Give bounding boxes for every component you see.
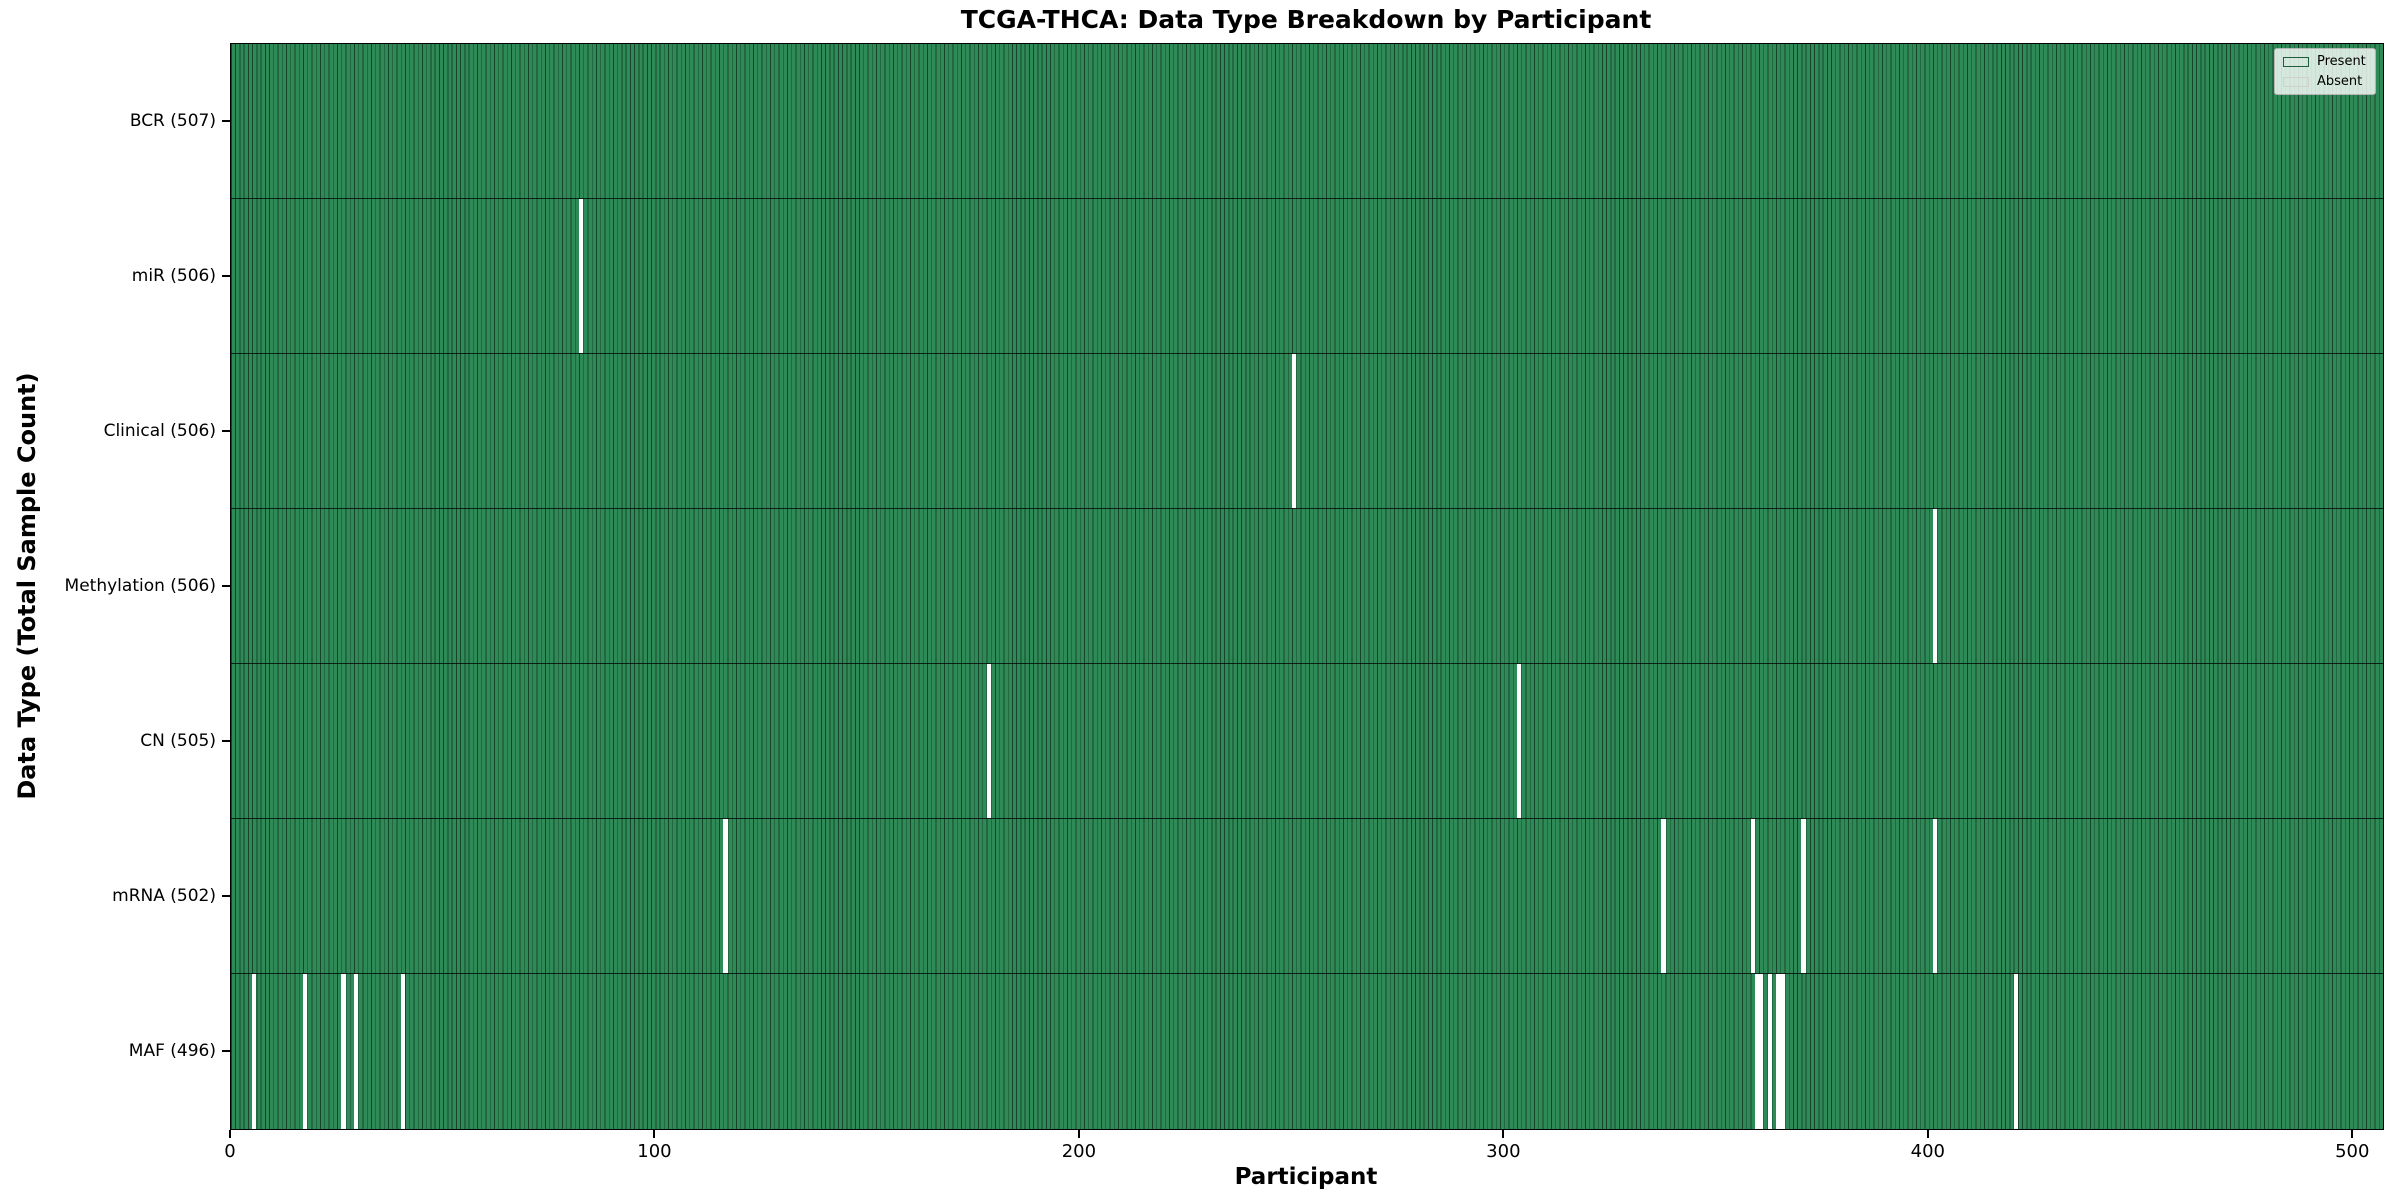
legend-label-present: Present [2317,54,2366,69]
absent-swatch-icon [2283,76,2309,87]
row-methylation [231,509,2383,664]
legend-label-absent: Absent [2317,74,2363,89]
legend-item-absent: Absent [2283,75,2367,88]
x-tick-mark [229,1129,231,1138]
y-tick-mark [222,584,230,587]
x-tick-label: 300 [1486,1141,1521,1162]
y-tick-mark [222,274,230,277]
y-tick-mark [222,894,230,897]
absent-mark [1750,819,1755,973]
absent-mark [2013,974,2018,1129]
x-tick-label: 500 [2335,1141,2370,1162]
y-tick-label: mRNA (502) [112,885,216,906]
absent-mark [1776,974,1781,1129]
absent-mark [1292,354,1297,508]
row-maf [231,974,2383,1129]
y-tick-label: BCR (507) [129,110,216,131]
absent-mark [354,974,359,1129]
absent-mark [1933,509,1938,663]
y-axis-label: Data Type (Total Sample Count) [13,372,41,800]
absent-mark [1933,819,1938,973]
legend: Present Absent [2274,48,2376,95]
x-tick-mark [1502,1129,1505,1138]
y-tick-label: CN (505) [140,730,216,751]
absent-mark [1780,974,1785,1129]
x-tick-mark [1077,1129,1080,1138]
absent-mark [1661,819,1666,973]
plot-area [230,43,2384,1130]
y-tick-mark [222,1049,230,1052]
y-tick-label: miR (506) [131,265,216,286]
row-cn [231,664,2383,819]
absent-mark [303,974,308,1129]
chart-title: TCGA-THCA: Data Type Breakdown by Partic… [960,5,1652,34]
x-axis-label: Participant [1234,1164,1378,1190]
x-tick-label: 200 [1061,1141,1097,1162]
absent-mark [1517,664,1522,818]
absent-mark [1759,974,1764,1129]
absent-mark [1767,974,1772,1129]
row-bcr [231,44,2383,199]
row-mir [231,199,2383,354]
absent-mark [1754,974,1760,1129]
y-tick-mark [222,429,230,432]
x-tick-label: 400 [1910,1141,1946,1162]
x-tick-label: 0 [224,1141,236,1162]
absent-mark [252,974,257,1129]
y-tick-mark [222,119,230,122]
x-tick-mark [1926,1129,1929,1138]
x-tick-label: 100 [637,1141,672,1162]
present-swatch-icon [2283,56,2309,67]
absent-mark [723,819,728,973]
y-tick-mark [222,739,230,742]
absent-mark [400,974,406,1129]
absent-mark [579,199,584,353]
legend-item-present: Present [2283,55,2367,68]
y-tick-label: MAF (496) [128,1040,216,1061]
y-tick-label: Methylation (506) [64,575,216,596]
absent-mark [1801,819,1806,973]
y-tick-label: Clinical (506) [103,420,216,441]
row-clinical [231,354,2383,509]
absent-mark [986,664,991,818]
x-tick-mark [653,1129,656,1138]
x-tick-mark [2351,1129,2354,1138]
row-mrna [231,819,2383,974]
absent-mark [341,974,346,1129]
